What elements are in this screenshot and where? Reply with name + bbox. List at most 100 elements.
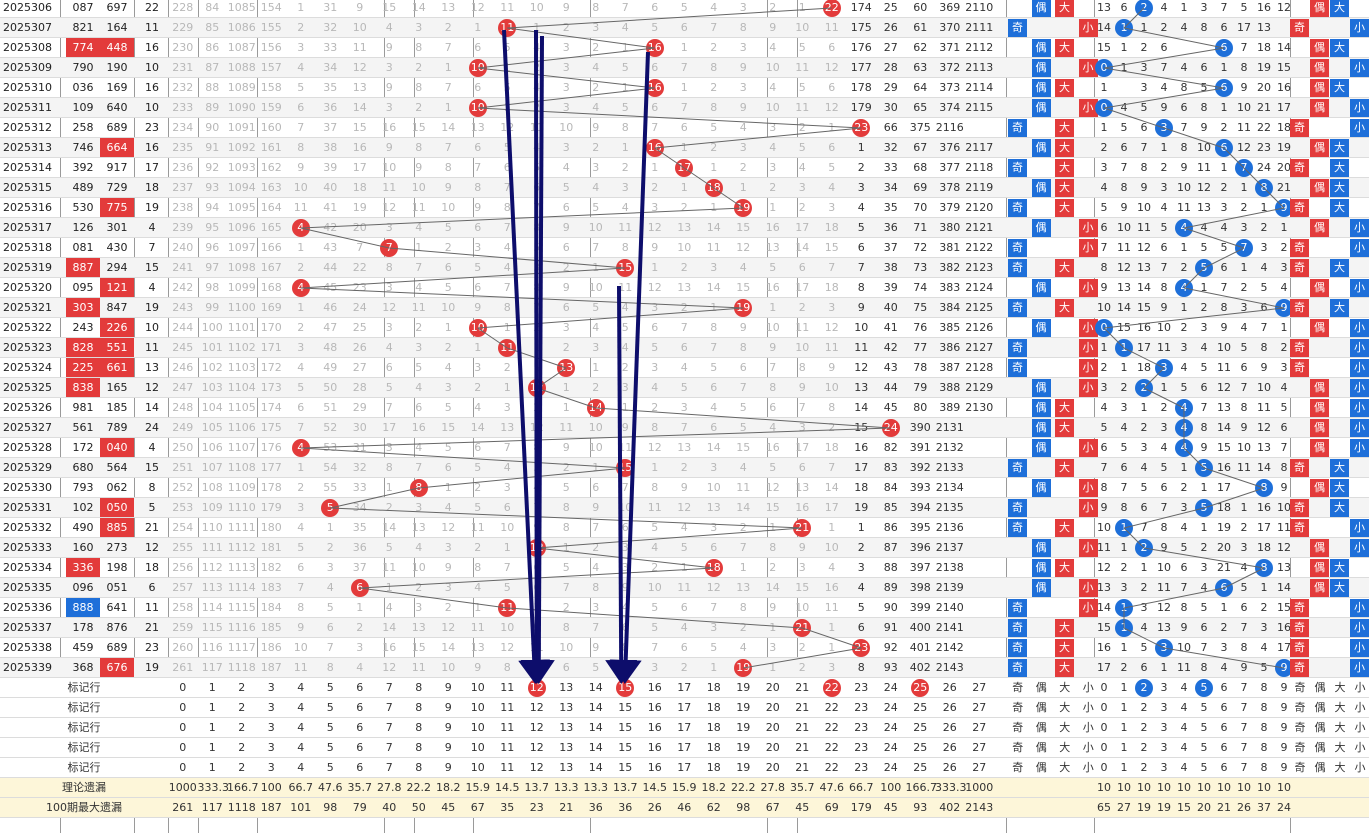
miss-count: 2 (562, 341, 570, 354)
miss-count: 1 (562, 541, 570, 554)
tail-miss: 7 (1240, 41, 1248, 54)
tail-miss: 2 (1220, 181, 1228, 194)
parity-box: 偶 (1031, 79, 1051, 97)
miss-count: 10 (677, 241, 692, 254)
sum-value: 6 (148, 581, 156, 594)
miss-count: 1 (503, 61, 511, 74)
mark-number: 27 (972, 681, 987, 694)
tail-ball-cell: 0 (1094, 98, 1114, 117)
tail-parity-box: 奇 (1290, 459, 1309, 477)
tail-miss: 3 (1100, 161, 1108, 174)
tail-miss: 3 (1120, 401, 1128, 414)
tail-miss: 6 (1120, 1, 1128, 14)
sum-ball: 11 (498, 339, 517, 357)
miss-count: 36 (323, 101, 338, 114)
miss-count: 6 (474, 41, 482, 54)
miss-count: 1 (533, 601, 541, 614)
tail-ball: 5 (1195, 259, 1213, 277)
draw-number-a: 109 (72, 101, 94, 114)
miss-count: 6 (474, 141, 482, 154)
tail-miss: 2 (1240, 281, 1248, 294)
tail-ball-cell: 6 (1214, 138, 1234, 157)
miss-count: 35 (323, 81, 338, 94)
tail-ball-cell: 0 (1094, 318, 1114, 337)
parity-box: 偶 (1031, 0, 1051, 17)
tail-miss: 8 (1200, 101, 1208, 114)
tail-miss: 2 (1160, 21, 1168, 34)
mark-number: 5 (326, 721, 334, 734)
miss-count: 54 (323, 461, 338, 474)
miss-count: 13 (500, 421, 515, 434)
parity-box: 奇 (1008, 19, 1027, 37)
mark-digit: 9 (1280, 761, 1288, 774)
issue-number: 2025336 (3, 601, 52, 614)
miss-count: 8 (415, 141, 423, 154)
draw-number-b: 226 (100, 318, 134, 337)
mark-oe-right: 偶 (1314, 681, 1326, 694)
mark-ball[interactable]: 15 (616, 679, 635, 697)
miss-count: 74 (913, 281, 928, 294)
size-box: 小 (1078, 19, 1098, 37)
tail-miss: 16 (1257, 501, 1271, 514)
miss-count: 12 (824, 321, 839, 334)
tail-miss: 9 (1240, 421, 1248, 434)
max-miss-value: 93 (913, 801, 928, 814)
miss-count: 1114 (227, 581, 256, 594)
tail-parity-box: 奇 (1290, 659, 1309, 677)
miss-count: 52 (323, 421, 338, 434)
mark-digit-ball[interactable]: 2 (1135, 679, 1153, 697)
mark-number: 15 (618, 761, 633, 774)
parity-box: 奇 (1008, 259, 1027, 277)
mark-number: 5 (326, 701, 334, 714)
tail-miss: 2 (1100, 361, 1108, 374)
tail-miss: 6 (1140, 661, 1148, 674)
sum-ball: 12 (527, 539, 546, 557)
mark-ball[interactable]: 25 (911, 679, 930, 697)
miss-count: 2 (680, 661, 688, 674)
tail-miss: 17 (1217, 481, 1231, 494)
tail-miss: 7 (1160, 261, 1168, 274)
sum-ball-cell: 11 (493, 338, 523, 357)
miss-count: 399 (909, 601, 931, 614)
miss-count: 382 (939, 261, 961, 274)
mark-number: 9 (444, 761, 452, 774)
miss-count: 2 (769, 1, 777, 14)
parity-box: 偶 (1031, 39, 1051, 57)
mark-number: 8 (415, 741, 423, 754)
miss-count: 3 (385, 221, 393, 234)
miss-count: 260 (172, 641, 194, 654)
tail-size-box: 大 (1330, 39, 1349, 57)
mark-digit-ball[interactable]: 5 (1195, 679, 1213, 697)
tail-parity-box: 奇 (1290, 639, 1309, 657)
miss-count: 6 (474, 81, 482, 94)
sum-ball-cell: 11 (493, 18, 523, 37)
tail-ball-cell: 4 (1174, 418, 1194, 437)
miss-count: 2 (474, 381, 482, 394)
tail-miss: 14 (1117, 301, 1131, 314)
sum-ball: 12 (527, 379, 546, 397)
miss-count: 2 (533, 101, 541, 114)
mark-digit: 9 (1280, 721, 1288, 734)
mark-ball[interactable]: 12 (527, 679, 546, 697)
miss-count: 36 (352, 541, 367, 554)
parity-box: 偶 (1031, 59, 1051, 77)
miss-count: 7 (533, 661, 541, 674)
tail-size-box: 大 (1330, 259, 1349, 277)
miss-count: 257 (172, 581, 194, 594)
mark-ball[interactable]: 22 (822, 679, 841, 697)
tail-ball-cell: 1 (1114, 518, 1134, 537)
miss-count: 12 (854, 361, 869, 374)
mark-number: 9 (444, 741, 452, 754)
miss-count: 8 (385, 261, 393, 274)
miss-count: 8 (533, 281, 541, 294)
tail-parity-box: 奇 (1290, 239, 1309, 257)
sum-ball-cell: 23 (847, 118, 877, 137)
mark-digit: 3 (1160, 681, 1168, 694)
sum-ball: 6 (350, 579, 369, 597)
tail-miss: 1 (1140, 21, 1148, 34)
tail-miss: 4 (1100, 181, 1108, 194)
miss-count: 15 (411, 641, 426, 654)
mark-digit: 7 (1240, 761, 1248, 774)
tail-miss: 1 (1200, 521, 1208, 534)
miss-count: 9 (474, 661, 482, 674)
